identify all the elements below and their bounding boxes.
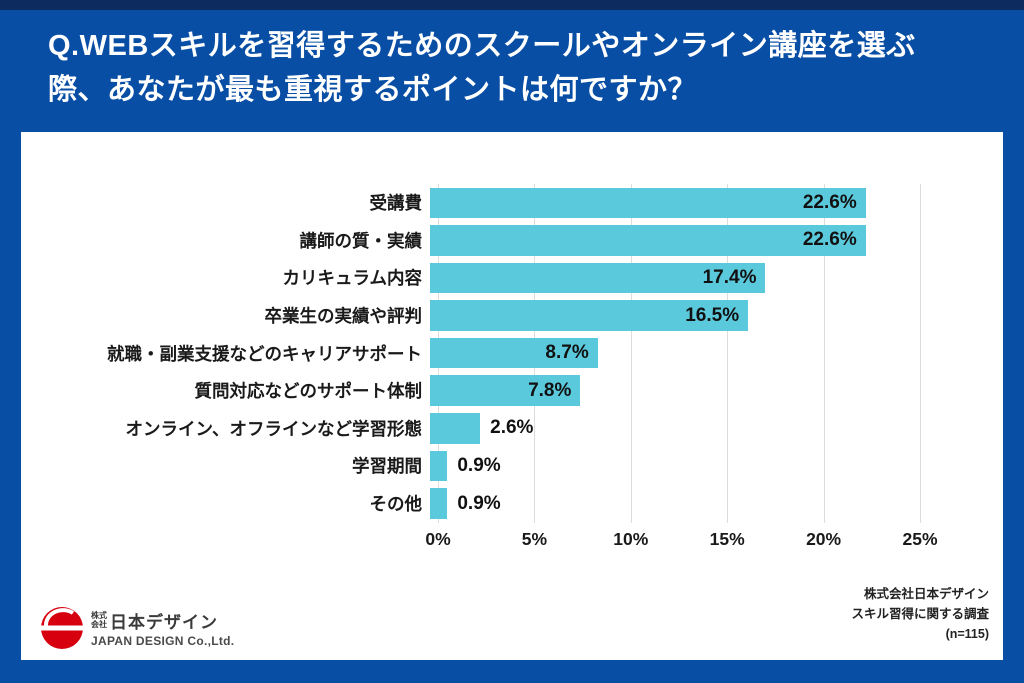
- bar-row: 学習期間 0.9%: [41, 447, 983, 485]
- category-label: 質問対応などのサポート体制: [194, 381, 423, 402]
- bar-track: 2.6%: [430, 410, 912, 448]
- gridline: [823, 184, 825, 523]
- bar: [430, 488, 448, 519]
- chart-card: 受講費 22.6% 講師の質・実績 22.6% カリキュラム内容 17.4% 卒業生の実績や…: [21, 132, 1003, 660]
- x-axis-tick-label: 15%: [709, 529, 745, 549]
- category-label: カリキュラム内容: [282, 268, 422, 289]
- gridline: [630, 184, 632, 523]
- bar-row: 就職・副業支援などのキャリアサポート 8.7%: [41, 334, 983, 372]
- value-label: 7.8%: [528, 379, 572, 401]
- x-axis-tick-label: 25%: [902, 529, 938, 549]
- bar: 16.5%: [430, 300, 749, 331]
- category-label: その他: [369, 494, 423, 515]
- japan-design-logo-icon: [41, 607, 83, 649]
- bar-row: 質問対応などのサポート体制 7.8%: [41, 372, 983, 410]
- x-axis: 0% 5% 10% 15% 20% 25%: [425, 529, 937, 555]
- bar-track: 7.8%: [430, 372, 912, 410]
- category-label: 受講費: [369, 193, 423, 214]
- bar: 17.4%: [430, 262, 766, 294]
- question-title: Q.WEBスキルを習得するためのスクールやオンライン講座を選ぶ 際、あなたが最も…: [48, 24, 978, 112]
- value-label: 0.9%: [457, 454, 501, 476]
- x-axis-tick-label: 20%: [806, 529, 842, 549]
- bar: [430, 450, 448, 482]
- value-label: 2.6%: [490, 417, 534, 439]
- category-label: 就職・副業支援などのキャリアサポート: [107, 343, 422, 364]
- bar-track: 17.4%: [430, 259, 912, 297]
- x-axis-tick-label: 10%: [613, 529, 649, 549]
- bar-row: その他 0.9%: [41, 485, 983, 523]
- bar-track: 22.6%: [430, 184, 912, 222]
- bar-track: 0.9%: [430, 447, 912, 485]
- source-line-company: 株式会社日本デザイン: [863, 587, 989, 601]
- question-title-line-2: 際、あなたが最も重視するポイントは何ですか？: [48, 74, 698, 106]
- bar-track: 0.9%: [430, 485, 912, 523]
- bar-row: カリキュラム内容 17.4%: [41, 259, 983, 297]
- bar-rows: 受講費 22.6% 講師の質・実績 22.6% カリキュラム内容 17.4% 卒業生の実績や…: [41, 184, 983, 522]
- category-label: 学習期間: [352, 456, 422, 477]
- company-logo-text: 株式 会社 日本デザイン JAPAN DESIGN Co.,Ltd.: [91, 608, 234, 648]
- survey-source: 株式会社日本デザイン スキル習得に関する調査 (n=115): [851, 584, 989, 644]
- bar-row: 受講費 22.6%: [41, 184, 983, 222]
- bar-track: 22.6%: [430, 222, 912, 260]
- category-label: 卒業生の実績や評判: [264, 306, 423, 327]
- bar: [430, 413, 481, 444]
- value-label: 22.6%: [802, 229, 857, 251]
- bar: 8.7%: [430, 337, 598, 369]
- bar-track: 16.5%: [430, 297, 912, 335]
- value-label: 8.7%: [545, 342, 589, 364]
- bar-row: 講師の質・実績 22.6%: [41, 222, 983, 260]
- value-label: 0.9%: [457, 492, 501, 514]
- top-navy-strip: [0, 0, 1024, 10]
- gridline: [920, 184, 921, 523]
- x-axis-tick-label: 0%: [425, 529, 451, 549]
- logo-prefix: 株式 会社: [91, 610, 107, 629]
- bar: 7.8%: [430, 375, 581, 407]
- bar: 22.6%: [430, 187, 866, 219]
- source-line-sample: (n=115): [945, 627, 989, 641]
- source-line-survey: スキル習得に関する調査: [851, 607, 989, 621]
- logo-company-name-en: JAPAN DESIGN Co.,Ltd.: [91, 634, 235, 648]
- bar: 22.6%: [430, 225, 866, 256]
- logo-company-name: 日本デザイン: [110, 613, 218, 632]
- gridline: [727, 184, 729, 523]
- bar-row: オンライン、オフラインなど学習形態 2.6%: [41, 410, 983, 448]
- category-label: 講師の質・実績: [299, 230, 423, 251]
- category-label: オンライン、オフラインなど学習形態: [125, 418, 422, 439]
- value-label: 22.6%: [802, 191, 857, 213]
- x-axis-tick-label: 5%: [521, 529, 548, 549]
- value-label: 17.4%: [702, 266, 757, 288]
- bar-chart: 受講費 22.6% 講師の質・実績 22.6% カリキュラム内容 17.4% 卒業生の実績や…: [41, 184, 983, 564]
- company-logo: 株式 会社 日本デザイン JAPAN DESIGN Co.,Ltd.: [40, 606, 234, 650]
- value-label: 16.5%: [685, 304, 740, 326]
- bar-row: 卒業生の実績や評判 16.5%: [41, 297, 983, 335]
- bar-track: 8.7%: [430, 334, 912, 372]
- question-title-line-1: Q.WEBスキルを習得するためのスクールやオンライン講座を選ぶ: [48, 30, 916, 62]
